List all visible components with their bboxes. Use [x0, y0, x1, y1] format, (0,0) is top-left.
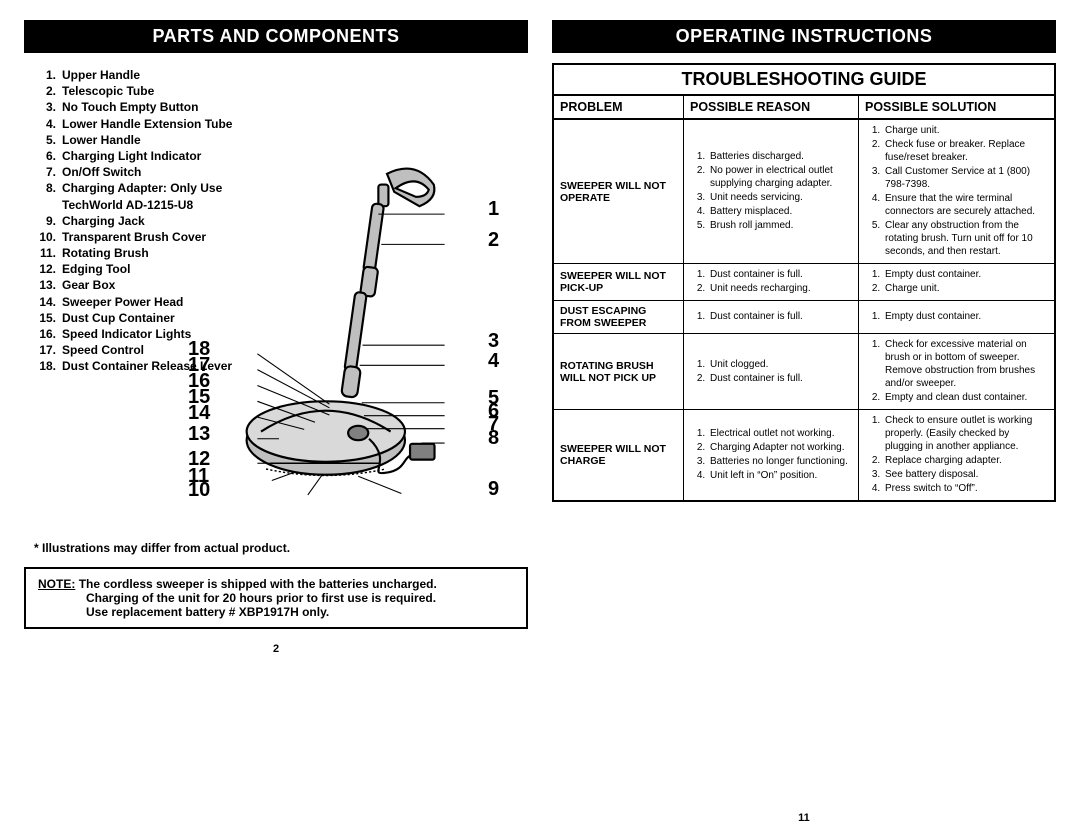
- col-solution: POSSIBLE SOLUTION: [859, 96, 1054, 118]
- parts-list-item: 3.No Touch Empty Button: [34, 99, 528, 115]
- note-line-3: Use replacement battery # XBP1917H only.: [38, 605, 514, 619]
- col-problem: PROBLEM: [554, 96, 684, 118]
- troubleshooting-row: SWEEPER WILL NOT CHARGEElectrical outlet…: [554, 410, 1054, 500]
- callout-number: 9: [488, 478, 499, 501]
- parts-list-item: 4.Lower Handle Extension Tube: [34, 116, 528, 132]
- solution-cell: Check to ensure outlet is working proper…: [859, 410, 1054, 500]
- reason-cell: Electrical outlet not working.Charging A…: [684, 410, 859, 500]
- callout-number: 13: [188, 423, 210, 446]
- troubleshooting-row: SWEEPER WILL NOT OPERATEBatteries discha…: [554, 120, 1054, 264]
- troubleshooting-row: SWEEPER WILL NOT PICK-UPDust container i…: [554, 264, 1054, 301]
- solution-cell: Charge unit.Check fuse or breaker. Repla…: [859, 120, 1054, 263]
- product-diagram: 123456789181716151413121110: [174, 145, 528, 505]
- note-line-2: Charging of the unit for 20 hours prior …: [38, 591, 514, 605]
- problem-cell: DUST ESCAPING FROM SWEEPER: [554, 301, 684, 333]
- solution-cell: Empty dust container.: [859, 301, 1054, 333]
- troubleshooting-title: TROUBLESHOOTING GUIDE: [554, 65, 1054, 96]
- sweeper-illustration: [174, 145, 528, 505]
- solution-cell: Check for excessive material on brush or…: [859, 334, 1054, 409]
- reason-cell: Unit clogged.Dust container is full.: [684, 334, 859, 409]
- reason-cell: Batteries discharged.No power in electri…: [684, 120, 859, 263]
- illustration-footnote: * Illustrations may differ from actual p…: [24, 541, 528, 555]
- note-label: NOTE:: [38, 577, 75, 591]
- parts-banner: PARTS AND COMPONENTS: [24, 20, 528, 53]
- callout-number: 10: [188, 479, 210, 502]
- note-line-1: The cordless sweeper is shipped with the…: [79, 577, 437, 591]
- callout-number: 2: [488, 229, 499, 252]
- problem-cell: SWEEPER WILL NOT OPERATE: [554, 120, 684, 263]
- left-column: PARTS AND COMPONENTS 1.Upper Handle2.Tel…: [24, 20, 528, 824]
- page-number-right: 11: [552, 812, 1056, 824]
- parts-list-item: 2.Telescopic Tube: [34, 83, 528, 99]
- page-number-left: 2: [24, 643, 528, 655]
- troubleshooting-row: DUST ESCAPING FROM SWEEPERDust container…: [554, 301, 1054, 334]
- parts-list-item: 1.Upper Handle: [34, 67, 528, 83]
- troubleshooting-row: ROTATING BRUSH WILL NOT PICK UPUnit clog…: [554, 334, 1054, 410]
- note-box: NOTE: The cordless sweeper is shipped wi…: [24, 567, 528, 629]
- solution-cell: Empty dust container.Charge unit.: [859, 264, 1054, 300]
- right-column: OPERATING INSTRUCTIONS TROUBLESHOOTING G…: [552, 20, 1056, 824]
- troubleshooting-header: PROBLEM POSSIBLE REASON POSSIBLE SOLUTIO…: [554, 96, 1054, 120]
- troubleshooting-box: TROUBLESHOOTING GUIDE PROBLEM POSSIBLE R…: [552, 63, 1056, 502]
- callout-number: 8: [488, 427, 499, 450]
- problem-cell: SWEEPER WILL NOT CHARGE: [554, 410, 684, 500]
- col-reason: POSSIBLE REASON: [684, 96, 859, 118]
- callout-number: 4: [488, 350, 499, 373]
- reason-cell: Dust container is full.: [684, 301, 859, 333]
- problem-cell: ROTATING BRUSH WILL NOT PICK UP: [554, 334, 684, 409]
- reason-cell: Dust container is full.Unit needs rechar…: [684, 264, 859, 300]
- operating-banner: OPERATING INSTRUCTIONS: [552, 20, 1056, 53]
- problem-cell: SWEEPER WILL NOT PICK-UP: [554, 264, 684, 300]
- callout-number: 14: [188, 402, 210, 425]
- callout-number: 1: [488, 198, 499, 221]
